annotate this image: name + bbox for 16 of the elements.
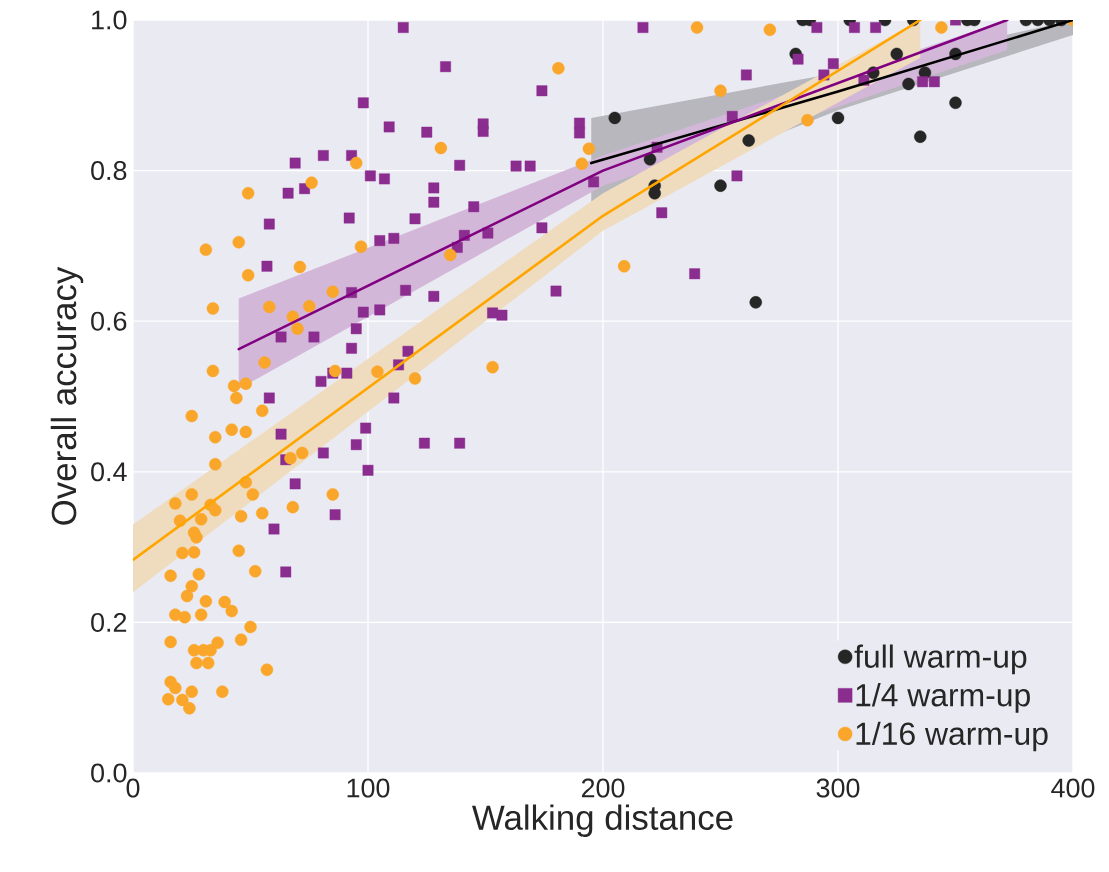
y-tick-label: 0.2 (91, 612, 127, 632)
legend-label: full warm-up (854, 644, 1027, 675)
y-tick-label: 1.0 (92, 10, 127, 30)
x-tick-label: 400 (1051, 778, 1095, 798)
x-tick-label: 0 (126, 778, 140, 798)
y-axis-title: Overall accuracy (50, 266, 84, 525)
x-tick-label: 100 (347, 778, 390, 798)
legend-label: 1/16 warm-up (856, 721, 1048, 752)
legend-label: 1/4 warm-up (856, 683, 1030, 713)
y-tick-label: 0.0 (91, 763, 127, 783)
x-tick-label: 200 (581, 778, 625, 798)
y-tick-label: 0.8 (91, 161, 127, 181)
x-tick-label: 300 (816, 778, 860, 798)
y-tick-label: 0.6 (91, 311, 127, 331)
y-tick-label: 0.4 (91, 462, 127, 482)
x-axis-title: Walking distance (472, 804, 733, 837)
